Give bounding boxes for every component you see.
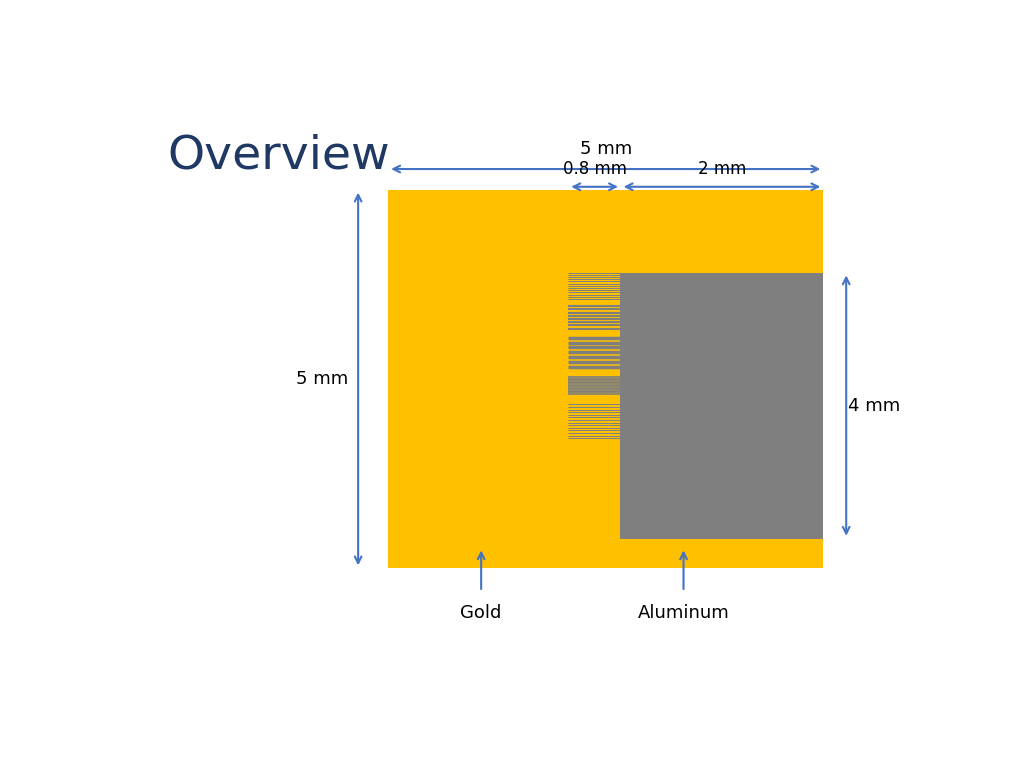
Text: 0.8 mm: 0.8 mm	[562, 160, 627, 178]
Text: Gold: Gold	[461, 604, 502, 621]
Text: 5 mm: 5 mm	[296, 370, 348, 388]
Text: 2 mm: 2 mm	[697, 160, 746, 178]
Bar	[388, 190, 823, 568]
Text: 4 mm: 4 mm	[848, 396, 900, 415]
Text: 5 mm: 5 mm	[580, 141, 632, 158]
Bar	[620, 273, 823, 538]
Text: Overview: Overview	[168, 134, 390, 178]
Text: Aluminum: Aluminum	[638, 604, 729, 621]
